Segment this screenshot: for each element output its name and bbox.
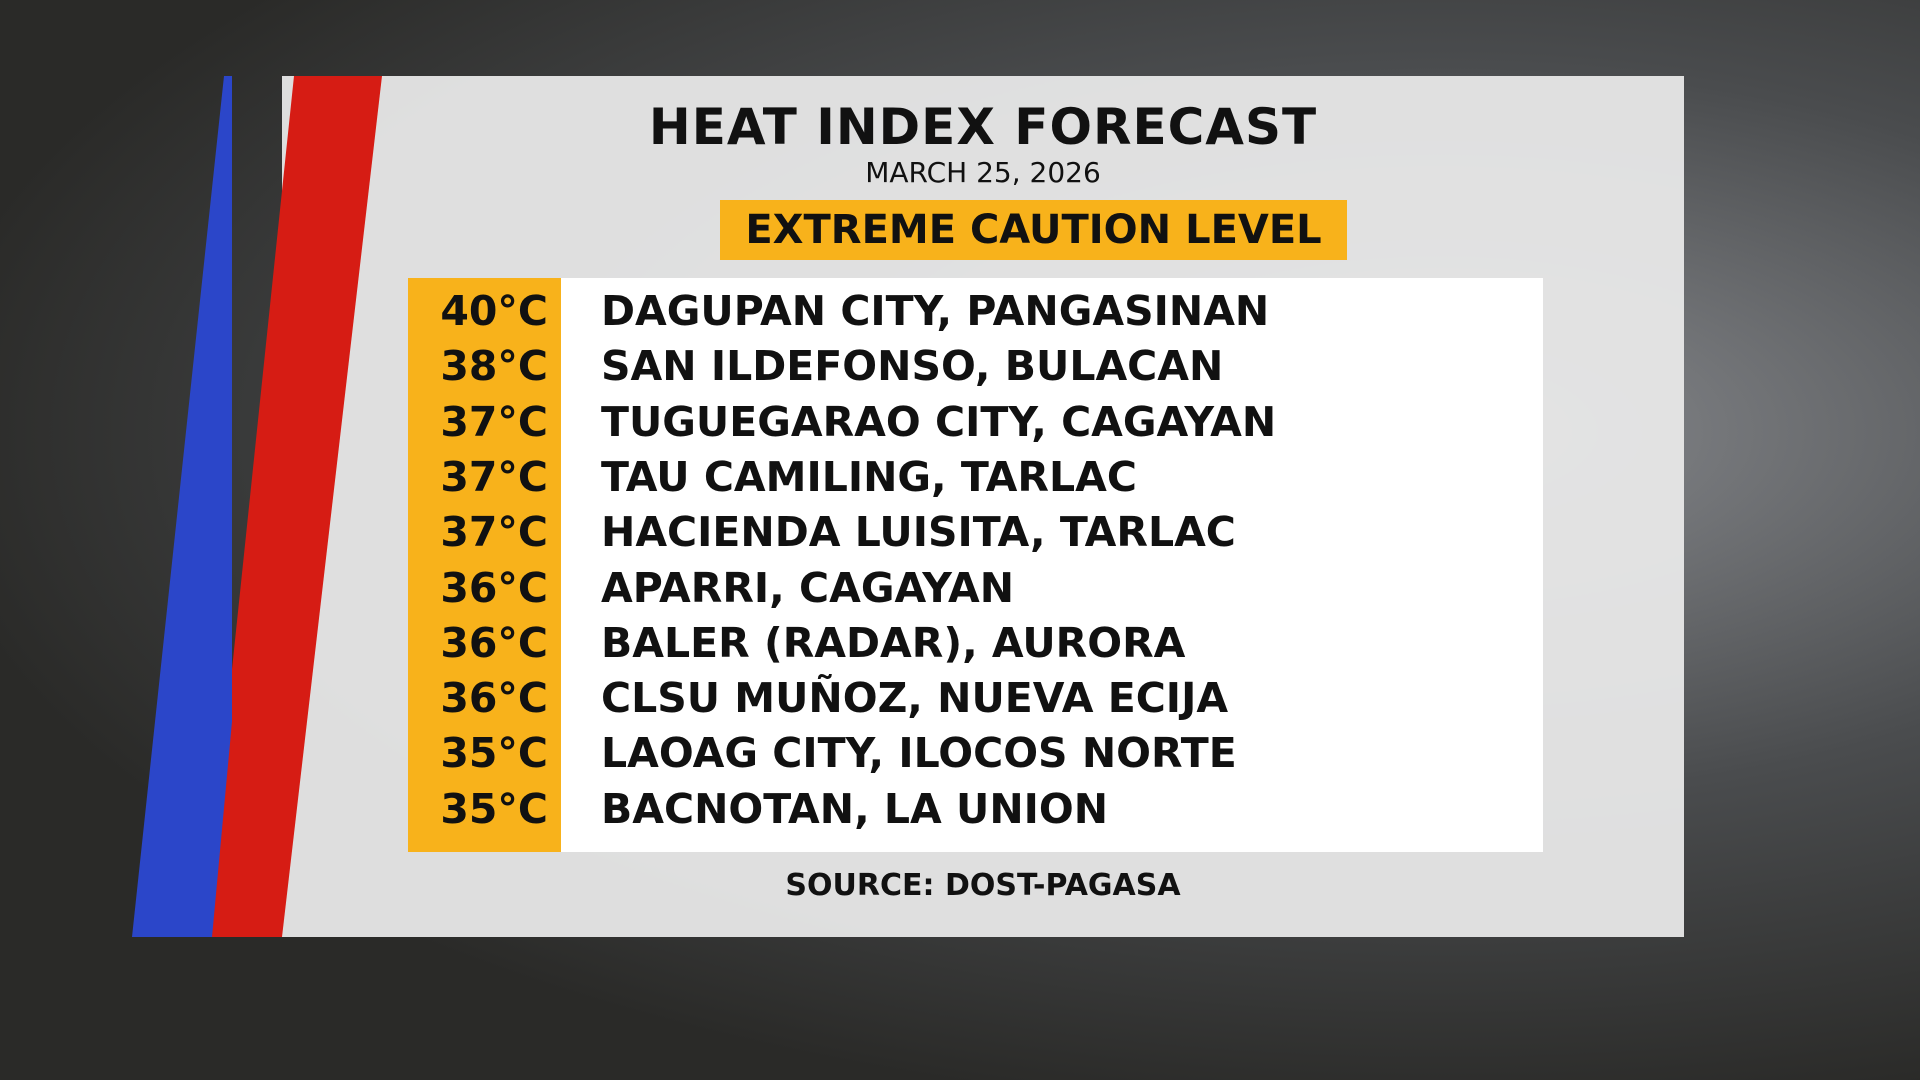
- place: DAGUPAN CITY, PANGASINAN: [601, 287, 1270, 335]
- place: TAU CAMILING, TARLAC: [601, 452, 1137, 501]
- temperature-column: [408, 278, 561, 852]
- source: SOURCE: DOST-PAGASA: [785, 868, 1181, 903]
- table-row: 40°C DAGUPAN CITY, PANGASINAN: [408, 284, 1543, 339]
- temperature: 36°C: [440, 563, 548, 612]
- place: LAOAG CITY, ILOCOS NORTE: [601, 729, 1237, 778]
- forecast-table: 40°C DAGUPAN CITY, PANGASINAN 38°C SAN ILDE…: [408, 278, 1543, 852]
- temperature: 37°C: [440, 452, 548, 501]
- blue-stripe: [132, 76, 232, 937]
- table-row: 35°C LAOAG CITY, ILOCOS NORTE: [408, 726, 1543, 781]
- place: BALER (RADAR), AURORA: [601, 618, 1186, 667]
- table-row: 38°C SAN ILDEFONSO, BULACAN: [408, 339, 1543, 394]
- temperature: 35°C: [440, 784, 548, 833]
- temperature: 37°C: [440, 397, 548, 446]
- graphic-panel: HEAT INDEX FORECAST MARCH 25, 2026 EXTRE…: [132, 76, 1684, 937]
- table-row: 36°C CLSU MUÑOZ, NUEVA ECIJA: [408, 671, 1543, 726]
- table-row: 37°C TAU CAMILING, TARLAC: [408, 450, 1543, 505]
- temperature: 35°C: [440, 729, 548, 778]
- temperature: 36°C: [440, 674, 548, 723]
- place: HACIENDA LUISITA, TARLAC: [601, 508, 1236, 557]
- temperature: 37°C: [440, 508, 548, 557]
- table-row: 36°C BALER (RADAR), AURORA: [408, 616, 1543, 671]
- table-row: 36°C APARRI, CAGAYAN: [408, 561, 1543, 616]
- title: HEAT INDEX FORECAST: [648, 98, 1318, 156]
- temperature: 38°C: [440, 342, 548, 391]
- level-badge: EXTREME CAUTION LEVEL: [720, 200, 1347, 260]
- place: CLSU MUÑOZ, NUEVA ECIJA: [601, 674, 1229, 723]
- table-row: 37°C HACIENDA LUISITA, TARLAC: [408, 505, 1543, 560]
- table-row: 35°C BACNOTAN, LA UNION: [408, 782, 1543, 837]
- place: BACNOTAN, LA UNION: [601, 784, 1109, 833]
- place: TUGUEGARAO CITY, CAGAYAN: [601, 397, 1277, 446]
- temperature: 40°C: [440, 287, 548, 335]
- place: SAN ILDEFONSO, BULACAN: [601, 342, 1224, 391]
- table-row: 37°C TUGUEGARAO CITY, CAGAYAN: [408, 395, 1543, 450]
- temperature: 36°C: [440, 618, 548, 667]
- date: MARCH 25, 2026: [865, 156, 1101, 189]
- place: APARRI, CAGAYAN: [601, 563, 1015, 612]
